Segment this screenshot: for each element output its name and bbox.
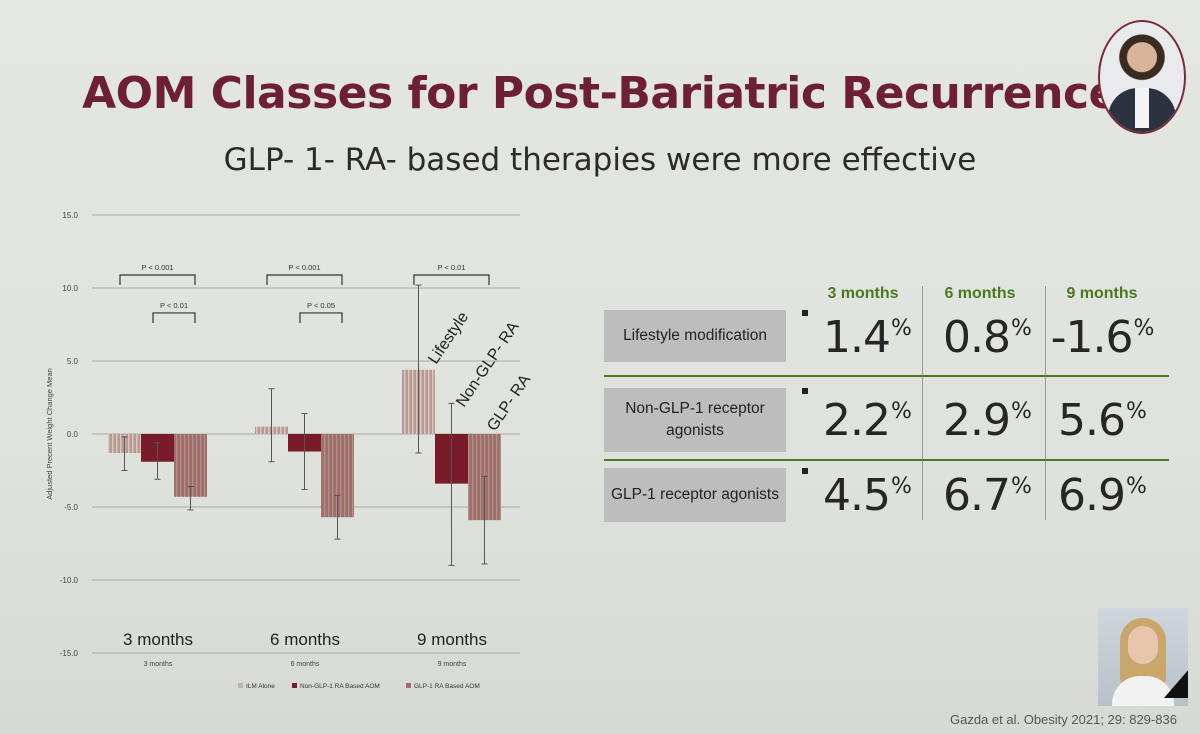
significance-bracket: [413, 274, 490, 285]
value-glp1-9m: 6.9%: [1058, 470, 1147, 521]
table-header-3-months: 3 months: [827, 285, 899, 302]
bar-chart: 15.0 10.0 5.0 0.0 -5.0 -10.0 -15.0 Adjusted Pre…: [45, 211, 534, 690]
significance-label: P < 0.01: [437, 263, 465, 272]
y-tick-label: -15.0: [60, 649, 79, 658]
significance-bracket: [266, 274, 343, 285]
table-row-divider: [604, 375, 1169, 377]
y-tick-label: 10.0: [62, 284, 78, 293]
value-lifestyle-6m: 0.8%: [943, 312, 1032, 363]
legend-label: GLP-1 RA Based AOM: [414, 683, 480, 690]
legend-swatch: [406, 683, 411, 688]
category-label: 9 months: [417, 630, 487, 649]
table-header-9-months: 9 months: [1066, 285, 1138, 302]
significance-bracket: [152, 312, 196, 323]
value-non-glp1-3m: 2.2%: [823, 395, 912, 446]
significance-bracket: [119, 274, 196, 285]
legend-label: Non-GLP-1 RA Based AOM: [300, 683, 380, 690]
value-glp1-6m: 6.7%: [943, 470, 1032, 521]
category-label: 6 months: [270, 630, 340, 649]
y-axis-label: Adjusted Precent Weight Change Mean: [45, 368, 54, 500]
value-non-glp1-6m: 2.9%: [943, 395, 1032, 446]
legend-swatch: [238, 683, 243, 688]
y-tick-label: -5.0: [64, 503, 78, 512]
value-non-glp1-9m: 5.6%: [1058, 395, 1147, 446]
table-column-divider: [922, 286, 923, 520]
legend-label: ILM Alone: [246, 683, 275, 690]
row-label-non-glp1: Non-GLP-1 receptor agonists: [604, 388, 808, 452]
value-lifestyle-9m: -1.6%: [1050, 312, 1155, 363]
significance-label: P < 0.001: [141, 263, 173, 272]
category-sublabel: 6 months: [291, 661, 320, 668]
table-row-divider: [604, 459, 1169, 461]
category-label: 3 months: [123, 630, 193, 649]
citation: Gazda et al. Obesity 2021; 29: 829-836: [950, 712, 1177, 727]
y-tick-label: 15.0: [62, 211, 78, 220]
y-tick-label: 0.0: [67, 430, 79, 439]
significance-bracket: [299, 312, 343, 323]
category-sublabel: 9 months: [438, 661, 467, 668]
table-column-divider: [1045, 286, 1046, 520]
y-tick-label: -10.0: [60, 576, 79, 585]
slide-subtitle: GLP- 1- RA- based therapies were more ef…: [223, 142, 977, 178]
y-tick-label: 5.0: [67, 357, 79, 366]
significance-label: P < 0.05: [307, 301, 335, 310]
presenter-photo: [1098, 20, 1186, 134]
bar-annotation: GLP- RA: [484, 371, 534, 434]
bar-annotation: Lifestyle: [425, 309, 472, 367]
row-label-lifestyle: Lifestyle modification: [604, 310, 808, 362]
value-lifestyle-3m: 1.4%: [823, 312, 912, 363]
value-glp1-3m: 4.5%: [823, 470, 912, 521]
row-label-glp1: GLP-1 receptor agonists: [604, 468, 808, 522]
legend-swatch: [292, 683, 297, 688]
slide-title: AOM Classes for Post-Bariatric Recurrenc…: [82, 68, 1118, 119]
speaker-photo: [1098, 608, 1188, 706]
category-sublabel: 3 months: [144, 661, 173, 668]
table-header-6-months: 6 months: [944, 285, 1016, 302]
significance-label: P < 0.01: [160, 301, 188, 310]
significance-label: P < 0.001: [288, 263, 320, 272]
